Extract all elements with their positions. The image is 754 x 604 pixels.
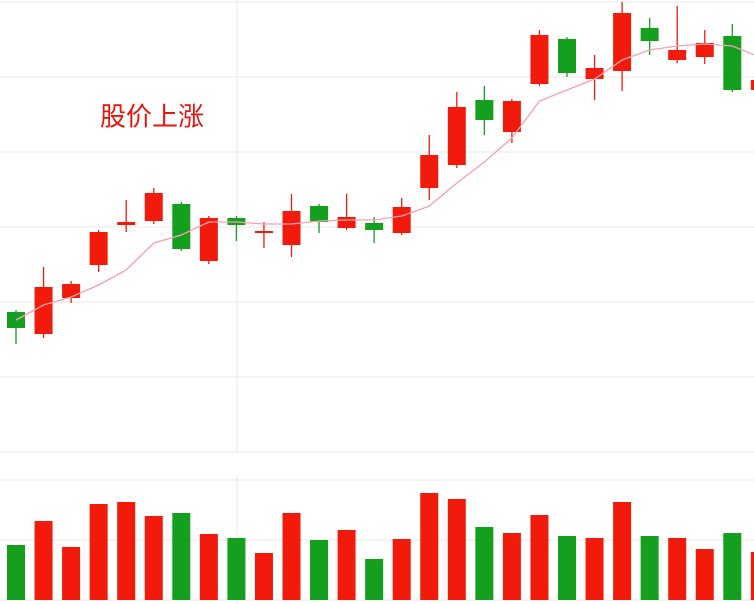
volume-bar (392, 539, 411, 600)
ma-line (15, 43, 754, 321)
volume-bar (365, 559, 384, 600)
candle-body (640, 28, 659, 41)
candle-body (254, 231, 273, 233)
volume-bar (227, 538, 246, 600)
candle-body (475, 100, 494, 120)
volume-bar (172, 513, 191, 600)
volume-bar (34, 521, 53, 600)
candle-body (34, 287, 53, 334)
candle-body (558, 39, 576, 73)
candle-body (723, 36, 742, 90)
volume-bar (310, 540, 329, 600)
volume-bar (282, 513, 301, 600)
volume-bar (254, 553, 273, 600)
candle-body (502, 101, 521, 132)
candle-body (310, 206, 329, 222)
candle-body (447, 107, 466, 165)
volume-bar (695, 549, 714, 600)
candle-body (89, 232, 108, 265)
candle-body (199, 218, 218, 261)
volume-bar (144, 516, 163, 600)
volume-bar (89, 504, 108, 600)
volume-bar (199, 534, 218, 600)
volume-bar (7, 545, 25, 600)
candle-body (337, 217, 356, 228)
volume-bar (558, 536, 576, 600)
volume-bar (613, 502, 632, 600)
candle-body (695, 43, 714, 57)
volume-bar (585, 538, 604, 600)
volume-bar (447, 499, 466, 600)
candle-body (144, 193, 163, 221)
volume-bar (475, 527, 494, 600)
volume-bar (117, 502, 136, 600)
candle-body (117, 222, 136, 225)
volume-bar (502, 533, 521, 600)
volume-bar (640, 536, 659, 600)
volume-bar (530, 515, 549, 600)
volume-bar (337, 530, 356, 600)
candle-body (420, 155, 439, 188)
candle-body (668, 50, 687, 60)
candle-body (392, 207, 411, 233)
candle-body (282, 211, 301, 245)
candle-body (365, 223, 384, 230)
candle-body (530, 35, 549, 84)
candle-body (172, 204, 191, 249)
annotation: 股价上涨 (100, 103, 204, 133)
candle-body (613, 13, 632, 71)
candle-body (7, 312, 25, 328)
candle-body (62, 284, 81, 298)
volume-bar (668, 538, 687, 600)
candle-body (750, 80, 754, 90)
volume-bar (723, 533, 742, 600)
volume-bar (750, 552, 754, 600)
candle-body (585, 68, 604, 79)
volume-bar (62, 547, 81, 600)
volume-bar (420, 493, 439, 600)
